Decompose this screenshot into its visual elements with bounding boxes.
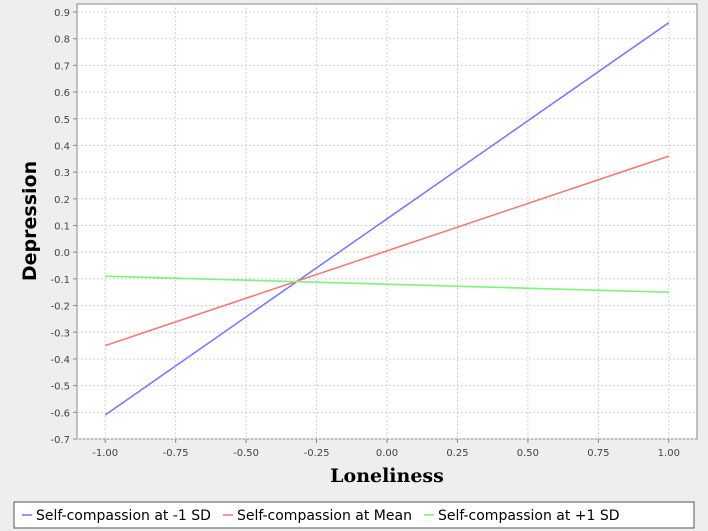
y-tick-label: -0.6 xyxy=(50,408,70,419)
y-tick-label: 0.0 xyxy=(54,248,70,259)
y-tick-label: 0.9 xyxy=(54,8,70,19)
x-tick-label: -0.25 xyxy=(304,448,330,459)
legend-label: Self-compassion at Mean xyxy=(237,508,412,524)
x-tick-label: -0.75 xyxy=(163,448,189,459)
series-line-3 xyxy=(105,275,669,294)
ticks: -1.00 -0.75 -0.50 -0.25 0.00 0.25 0.50 0.75 1.00… xyxy=(50,8,679,459)
y-tick-label: -0.4 xyxy=(50,355,70,366)
grid xyxy=(77,4,697,440)
y-axis-title: Depression xyxy=(19,161,41,281)
y-tick-label: -0.7 xyxy=(50,435,70,446)
y-tick-label: 0.4 xyxy=(54,141,70,152)
y-tick-label: -0.5 xyxy=(50,382,70,393)
legend: Self-compassion at -1 SD Self-compassion … xyxy=(22,508,620,524)
legend-label: Self-compassion at -1 SD xyxy=(36,508,211,524)
x-tick-label: -0.50 xyxy=(233,448,259,459)
x-tick-label: -1.00 xyxy=(92,448,118,459)
x-tick-label: 0.75 xyxy=(587,448,609,459)
y-tick-label: -0.3 xyxy=(50,328,70,339)
y-tick-label: 0.5 xyxy=(54,115,70,126)
y-tick-label: 0.1 xyxy=(54,222,70,233)
y-tick-label: 0.8 xyxy=(54,35,70,46)
x-tick-label: 1.00 xyxy=(658,448,680,459)
series-line-1 xyxy=(104,22,670,416)
y-tick-label: 0.7 xyxy=(54,61,70,72)
x-tick-label: 0.50 xyxy=(517,448,539,459)
y-tick-label: 0.3 xyxy=(54,168,70,179)
y-tick-label: -0.2 xyxy=(50,302,70,313)
series-line-2 xyxy=(104,155,670,347)
x-axis-title: Loneliness xyxy=(330,465,444,487)
y-tick-label: -0.1 xyxy=(50,275,70,286)
x-tick-label: 0.00 xyxy=(376,448,398,459)
legend-label: Self-compassion at +1 SD xyxy=(438,508,620,524)
series-lines xyxy=(104,22,670,416)
x-tick-label: 0.25 xyxy=(446,448,468,459)
y-tick-label: 0.2 xyxy=(54,195,70,206)
y-tick-label: 0.6 xyxy=(54,88,70,99)
legend-box xyxy=(13,501,695,529)
